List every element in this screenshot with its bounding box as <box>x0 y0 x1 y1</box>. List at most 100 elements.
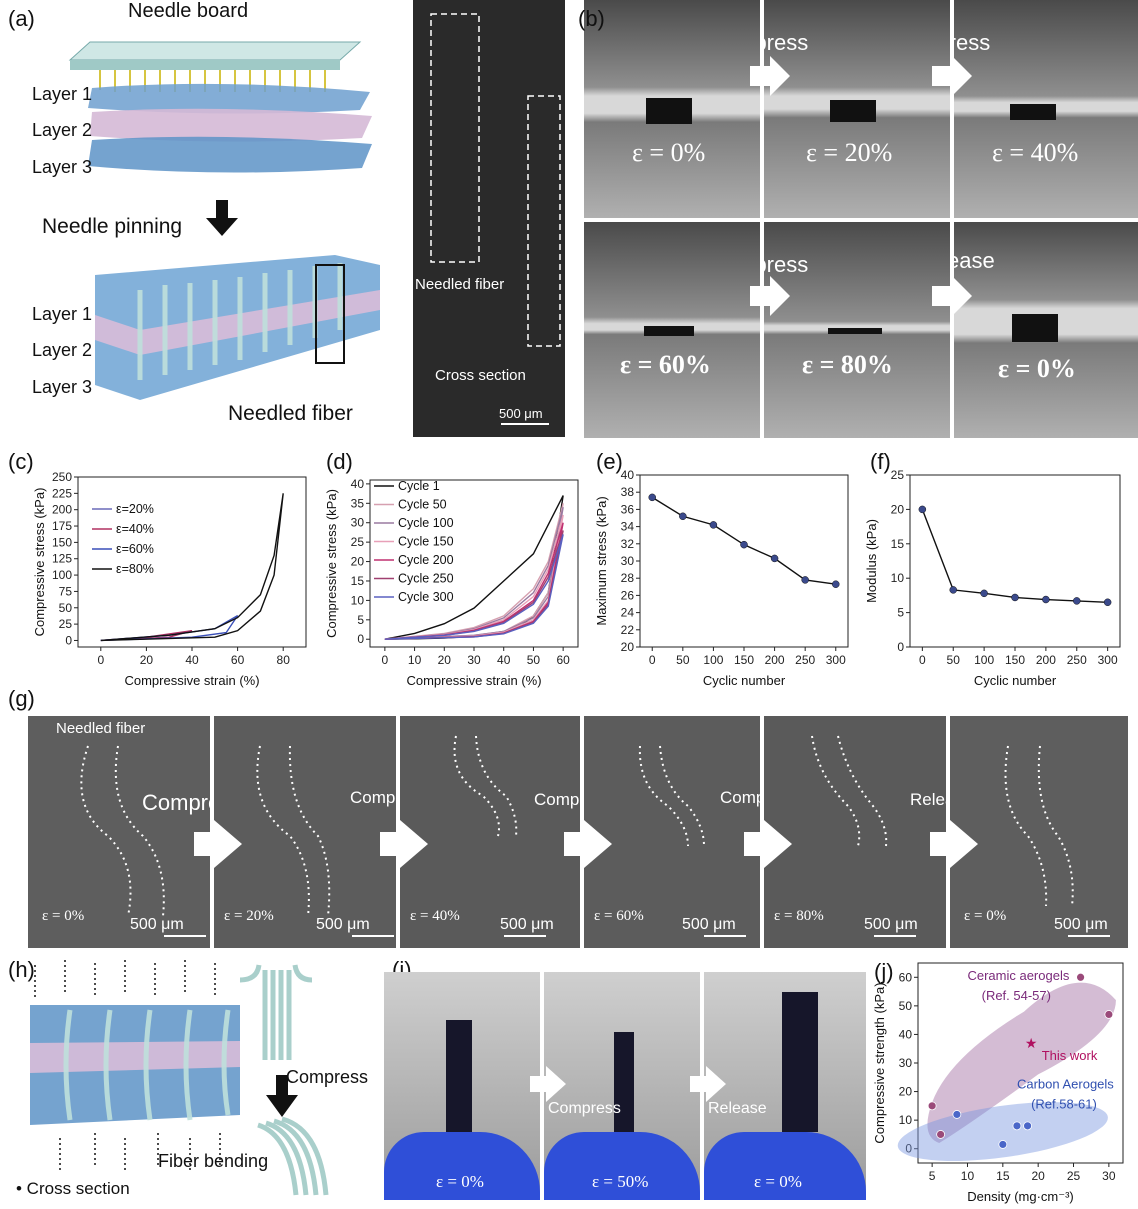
y-tick-label: 32 <box>621 537 635 551</box>
y-tick-label: 50 <box>899 999 913 1013</box>
x-tick-label: 0 <box>382 653 389 667</box>
x-tick-label: 20 <box>438 653 452 667</box>
y-tick-label: 25 <box>59 617 73 631</box>
x-axis-label: Cyclic number <box>974 673 1057 688</box>
sem-frame-6-scale: 500 μm <box>1054 916 1108 933</box>
data-point <box>1023 1121 1032 1131</box>
chart-d: (d) 0 10 20 30 40 50 60 0 5 10 15 20 25 30 35 40 Compress… <box>324 449 579 688</box>
x-tick-label: 80 <box>277 653 291 667</box>
legend-label: ε=20% <box>116 502 154 516</box>
y-tick-label: 24 <box>621 606 635 620</box>
panel-b-frames: ε = 0% Compress ε = 20% Compress ε = 40%… <box>584 0 1138 438</box>
frame-2-strain: ε = 20% <box>806 138 893 167</box>
carbon-label: Carbon Aerogels <box>1017 1077 1114 1092</box>
series-line-4 <box>384 514 564 640</box>
sem-frame-5-strain: ε = 80% <box>774 908 824 924</box>
y-axis-label: Compressive strength (kPa) <box>872 982 887 1143</box>
needle-board-illustration <box>68 41 380 400</box>
aerogel-frame-3: Release ε = 0% <box>704 972 866 1200</box>
y-tick-label: 38 <box>621 485 635 499</box>
x-tick-label: 250 <box>1067 653 1087 667</box>
y-tick-label: 40 <box>351 477 365 491</box>
x-tick-label: 0 <box>649 653 656 667</box>
arrow-right-icon <box>690 1066 726 1102</box>
sem-cross-section-image: Needled fiber Cross section 500 μm <box>413 0 565 437</box>
panel-g-frames: Needled fiber Compress ε = 0% 500 μm Com… <box>28 716 1128 948</box>
panel-a: (a) Needle board Layer 1 Layer 2 Layer <box>0 0 410 440</box>
y-axis-label: Maximum stress (kPa) <box>594 496 609 625</box>
aerogel-frame-2-strain: ε = 50% <box>592 1172 649 1191</box>
data-point <box>918 505 927 514</box>
y-tick-label: 0 <box>905 1142 912 1156</box>
x-tick-label: 150 <box>734 653 754 667</box>
arrow-right-icon <box>930 820 978 868</box>
aerogel-frame-1-arrow-label: Compress <box>548 1100 621 1117</box>
x-tick-label: 150 <box>1005 653 1025 667</box>
frame-5-strain: ε = 80% <box>802 350 893 379</box>
y-tick-label: 0 <box>357 632 364 646</box>
legend-label: ε=60% <box>116 542 154 556</box>
data-point <box>801 576 809 584</box>
chart-f: (f) 0 50 100 150 200 250 300 0 5 10 15 20 25 Cyclic nu… <box>864 449 1121 688</box>
panel-d-label: (d) <box>326 449 353 474</box>
frame-3-strain: ε = 40% <box>992 138 1079 167</box>
data-point <box>980 589 988 598</box>
sem-frame-3-arrow-label: Compress <box>534 790 580 809</box>
frame-3-arrow-label: Compress <box>954 30 991 55</box>
layer-3-bottom-label: Layer 3 <box>32 377 93 397</box>
y-tick-label: 20 <box>351 555 365 569</box>
compression-frame-3: Compress ε = 40% <box>954 0 1138 218</box>
sem-frame-5-arrow-label: Release <box>910 790 946 809</box>
x-tick-label: 300 <box>1098 653 1118 667</box>
y-tick-label: 5 <box>357 613 364 627</box>
legend-label: ε=80% <box>116 562 154 576</box>
y-axis-label: Modulus (kPa) <box>864 519 879 603</box>
x-axis-label: Cyclic number <box>703 673 786 688</box>
needled-fiber-label: Needled fiber <box>228 402 353 425</box>
needle-pinning-label: Needle pinning <box>42 215 183 238</box>
y-tick-label: 10 <box>899 1113 913 1127</box>
arrow-right-icon <box>750 56 790 96</box>
y-axis-label: Compressive stress (kPa) <box>32 488 47 637</box>
data-point <box>1042 595 1050 604</box>
chart-c: (c) 0 20 40 60 80 0 25 50 75 100 125 150 175 200 225 250… <box>8 449 307 688</box>
x-tick-label: 40 <box>185 653 199 667</box>
panel-h-label: (h) <box>8 957 35 982</box>
this-work-label: This work <box>1042 1048 1098 1063</box>
h-compress-label: Compress <box>286 1067 369 1087</box>
chart-e: (e) 0 50 100 150 200 250 300 20 22 24 26 28 30 32 34 36 3… <box>594 449 849 688</box>
x-tick-label: 200 <box>765 653 785 667</box>
arrow-right-icon <box>380 820 428 868</box>
arrow-right-icon <box>744 820 792 868</box>
sem-frame-1-arrow-label: Compress <box>142 790 210 815</box>
ceramic-label: Ceramic aerogels <box>967 968 1069 983</box>
data-point <box>1073 597 1081 605</box>
data-point <box>1012 1121 1022 1131</box>
data-point <box>1076 972 1085 982</box>
legend-label: Cycle 300 <box>398 590 454 604</box>
panel-i-frames: ε = 0% Compress ε = 50% Release ε = 0% <box>384 972 866 1200</box>
layer-2-bottom-label: Layer 2 <box>32 340 93 360</box>
series-line-1 <box>651 496 836 585</box>
x-tick-label: 40 <box>497 653 511 667</box>
sem-needled-fiber-label-g: Needled fiber <box>56 720 146 737</box>
x-tick-label: 200 <box>1036 653 1056 667</box>
y-tick-label: 200 <box>52 503 72 517</box>
y-tick-label: 5 <box>897 606 904 620</box>
series-line-3 <box>384 507 564 640</box>
compression-frame-6: Release ε = 0% <box>954 222 1138 438</box>
x-tick-label: 100 <box>703 653 723 667</box>
data-point <box>1011 593 1019 602</box>
frame-4-strain: ε = 60% <box>620 350 711 379</box>
layer-1-bottom-label: Layer 1 <box>32 304 93 324</box>
x-tick-label: 0 <box>919 653 926 667</box>
sem-frame-1: Needled fiber Compress ε = 0% 500 μm <box>28 716 210 948</box>
ceramic-ref-label: (Ref. 54-57) <box>982 988 1051 1003</box>
y-tick-label: 175 <box>52 519 72 533</box>
sem-frame-2-strain: ε = 20% <box>224 908 274 924</box>
x-tick-label: 30 <box>1102 1169 1116 1183</box>
data-point <box>927 1101 937 1111</box>
x-tick-label: 50 <box>947 653 961 667</box>
y-tick-label: 150 <box>52 535 72 549</box>
needle-board-label: Needle board <box>128 0 249 22</box>
